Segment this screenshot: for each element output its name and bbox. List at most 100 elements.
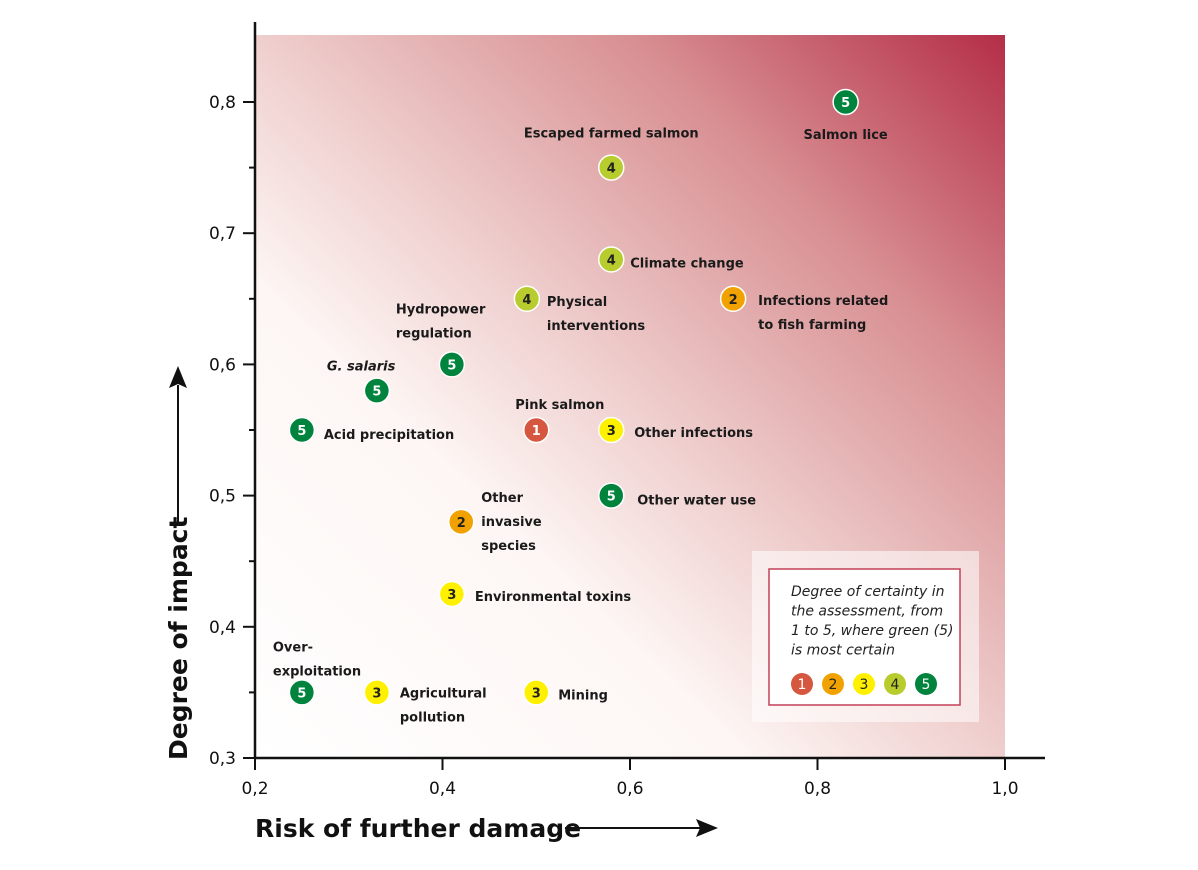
point-label: Environmental toxins: [475, 590, 631, 605]
x-axis-label: Risk of further damage: [255, 814, 581, 843]
data-point: 3 Agricultural pollution: [363, 679, 487, 725]
data-point: 4 Climate change: [598, 246, 744, 273]
certainty-value: 5: [297, 686, 306, 701]
certainty-value: 5: [841, 96, 850, 111]
point-label: interventions: [547, 319, 646, 334]
point-marker: [513, 285, 541, 313]
data-point: 3 Mining: [523, 679, 608, 706]
data-point: 5 Salmon lice: [803, 88, 888, 143]
point-label: Other infections: [634, 426, 753, 441]
legend-title: 1 to 5, where green (5): [791, 623, 953, 639]
point-label: Over-: [273, 640, 313, 655]
x-tick-label: 0,4: [429, 779, 456, 799]
data-point: 5 Hydropower regulation: [396, 302, 486, 378]
legend-label: 2: [829, 677, 838, 693]
legend-marker: [915, 673, 937, 695]
certainty-value: 5: [607, 490, 616, 505]
data-point: 5 Acid precipitation: [288, 416, 454, 444]
legend-marker: [791, 673, 813, 695]
certainty-value: 3: [607, 424, 616, 439]
certainty-value: 4: [522, 293, 531, 308]
certainty-value: 4: [607, 162, 616, 177]
point-label: Agricultural: [400, 686, 487, 701]
y-arrow-head: [169, 366, 187, 388]
point-marker: [363, 377, 391, 404]
x-tick-label: 1,0: [991, 779, 1018, 799]
legend-label: 4: [891, 677, 900, 693]
data-point: 4 Escaped farmed salmon: [524, 127, 699, 181]
data-point: 3 Environmental toxins: [438, 580, 631, 608]
point-marker: [288, 679, 316, 706]
x-tick-label: 0,6: [616, 779, 643, 799]
y-tick-label: 0,3: [209, 749, 236, 769]
point-marker: [438, 580, 466, 608]
certainty-value: 4: [607, 253, 616, 268]
data-point: 5 Over-exploitation: [273, 640, 361, 706]
point-label: Hydropower: [396, 302, 486, 317]
certainty-value: 5: [447, 358, 456, 373]
point-marker: [438, 351, 466, 378]
point-label: Physical: [547, 295, 607, 310]
legend-marker: [822, 673, 844, 695]
point-marker: [598, 482, 625, 509]
legend-title: Degree of certainty in: [791, 584, 945, 600]
point-label: G. salaris: [327, 360, 396, 375]
point-marker: [598, 246, 625, 273]
data-point: 4 Physical interventions: [513, 285, 646, 334]
point-label: Mining: [558, 688, 608, 703]
point-label: Other: [481, 491, 523, 506]
y-tick-label: 0,5: [209, 487, 236, 507]
data-point: 3 Other infections: [598, 416, 753, 444]
legend-label: 3: [860, 677, 869, 693]
legend-title: the assessment, from: [791, 604, 943, 620]
certainty-value: 2: [457, 516, 466, 531]
certainty-value: 3: [372, 686, 381, 701]
point-label: to fish farming: [758, 318, 866, 333]
point-label: regulation: [396, 326, 472, 341]
x-tick-label: 0,8: [804, 779, 831, 799]
point-marker: [598, 154, 625, 181]
point-label: Other water use: [637, 494, 756, 509]
certainty-value: 2: [729, 293, 738, 308]
x-tick-label: 0,2: [241, 779, 268, 799]
point-label: pollution: [400, 710, 465, 725]
point-label: exploitation: [273, 664, 361, 679]
y-tick-label: 0,6: [209, 355, 236, 375]
point-marker: [523, 679, 550, 706]
point-label: Salmon lice: [803, 128, 887, 143]
certainty-value: 3: [532, 686, 541, 701]
data-point: 2 Other invasive species: [448, 491, 542, 554]
point-label: Climate change: [630, 256, 744, 271]
point-marker: [448, 508, 475, 536]
legend-marker: [884, 673, 906, 695]
data-point: 1 Pink salmon: [515, 398, 604, 444]
x-arrow-head: [696, 819, 718, 837]
legend-title: is most certain: [791, 643, 895, 659]
point-marker: [719, 285, 747, 313]
point-label: invasive: [481, 515, 542, 530]
point-label: Acid precipitation: [324, 428, 454, 443]
point-marker: [598, 416, 625, 444]
certainty-value: 1: [532, 424, 541, 439]
legend-marker: [853, 673, 875, 695]
y-tick-label: 0,8: [209, 93, 236, 113]
point-label: species: [481, 539, 536, 554]
data-point: 5 G. salaris: [327, 360, 396, 404]
point-label: Pink salmon: [515, 398, 604, 413]
certainty-value: 3: [447, 588, 456, 603]
y-axis-label: Degree of impact: [164, 516, 193, 760]
point-marker: [288, 416, 316, 444]
certainty-value: 5: [372, 385, 381, 400]
y-tick-label: 0,4: [209, 618, 236, 638]
point-marker: [523, 416, 550, 444]
legend-label: 5: [922, 677, 931, 693]
certainty-value: 5: [297, 424, 306, 439]
point-label: Escaped farmed salmon: [524, 127, 699, 142]
data-point: 2 Infections related to fish farming: [719, 285, 888, 333]
y-tick-label: 0,7: [209, 224, 236, 244]
data-point: 5 Other water use: [598, 482, 756, 509]
point-label: Infections related: [758, 294, 888, 309]
point-marker: [832, 88, 859, 116]
point-marker: [363, 679, 391, 706]
